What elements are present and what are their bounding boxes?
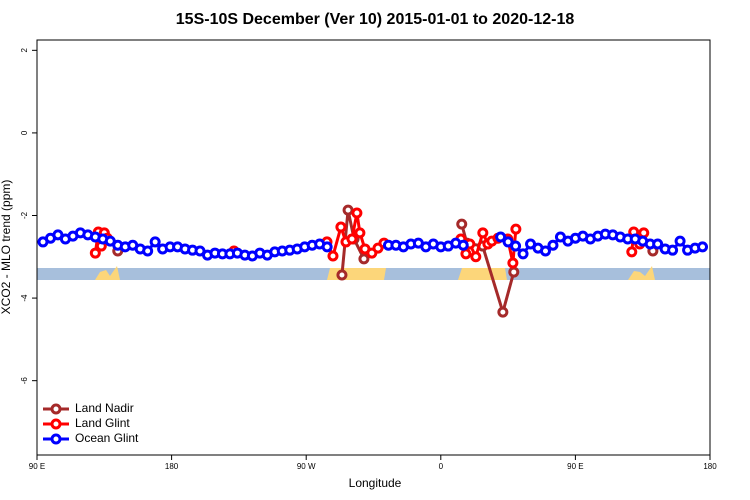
land-strip: [327, 268, 386, 280]
data-point: [477, 227, 489, 239]
legend-label: Land Glint: [75, 416, 130, 430]
data-point: [510, 240, 522, 252]
data-point: [460, 248, 472, 260]
legend-label: Land Nadir: [75, 401, 134, 415]
y-tick-label: 0: [20, 130, 29, 135]
plot-frame: [36, 39, 711, 456]
data-point: [547, 239, 559, 251]
land-mask: [37, 266, 710, 280]
data-point: [507, 257, 519, 269]
data-point: [335, 221, 347, 233]
data-point: [667, 244, 679, 256]
data-point: [351, 207, 363, 219]
data-point: [626, 246, 638, 258]
data-point: [539, 245, 551, 257]
data-point: [638, 227, 650, 239]
y-tick-label: -4: [20, 294, 29, 302]
legend-marker: [50, 418, 62, 430]
land-strip: [628, 266, 655, 280]
legend-marker: [50, 433, 62, 445]
data-point: [508, 266, 520, 278]
data-point: [321, 241, 333, 253]
data-point: [674, 235, 686, 247]
data-point: [456, 218, 468, 230]
data-point: [652, 238, 664, 250]
land-strip: [458, 268, 507, 280]
data-point: [336, 269, 348, 281]
data-point: [470, 251, 482, 263]
data-point: [346, 233, 358, 245]
y-tick-label: 2: [20, 48, 29, 53]
y-axis-label: XCO2 - MLO trend (ppm): [0, 180, 13, 315]
data-point: [510, 223, 522, 235]
data-point: [697, 241, 709, 253]
legend-marker: [50, 403, 62, 415]
y-tick-label: -6: [20, 377, 29, 385]
data-point: [149, 236, 161, 248]
x-tick-label: 90 E: [567, 462, 583, 471]
data-point: [517, 248, 529, 260]
x-tick-label: 90 W: [297, 462, 316, 471]
data-point: [342, 204, 354, 216]
data-point: [327, 250, 339, 262]
data-point: [89, 247, 101, 259]
x-tick-label: 90 E: [29, 462, 45, 471]
data-point: [358, 253, 370, 265]
x-tick-label: 180: [703, 462, 717, 471]
data-point: [457, 239, 469, 251]
y-tick-label: -2: [20, 211, 29, 219]
x-axis-label: Longitude: [349, 476, 402, 490]
chart-title: 15S-10S December (Ver 10) 2015-01-01 to …: [176, 11, 575, 28]
data-point: [354, 227, 366, 239]
land-strip: [95, 266, 120, 280]
data-point: [495, 231, 507, 243]
data-point: [497, 306, 509, 318]
x-tick-label: 0: [439, 462, 444, 471]
legend-label: Ocean Glint: [75, 431, 139, 445]
x-tick-label: 180: [165, 462, 179, 471]
data-point: [142, 245, 154, 257]
